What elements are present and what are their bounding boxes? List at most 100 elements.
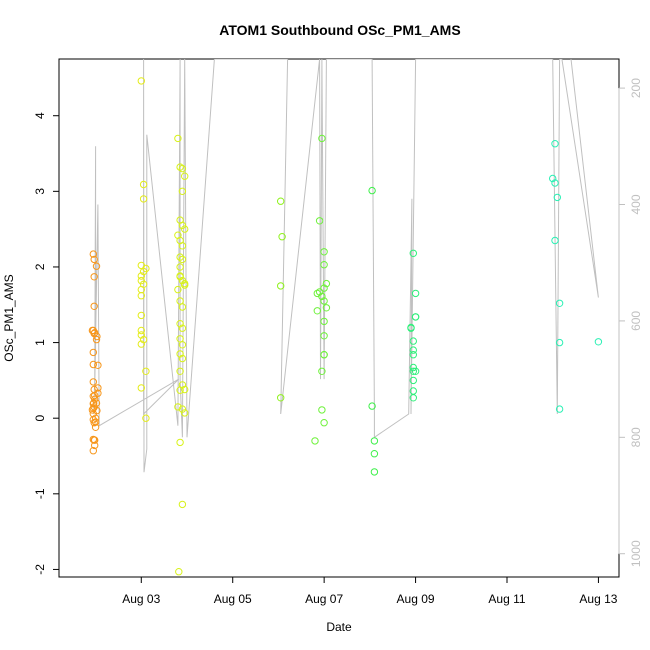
data-point xyxy=(409,346,417,354)
x-tick-label: Aug 11 xyxy=(488,592,525,606)
right-tick-label: 400 xyxy=(629,194,643,214)
right-tick-label: 1000 xyxy=(629,540,643,567)
data-point xyxy=(139,195,148,203)
data-point xyxy=(92,399,101,407)
x-tick-label: Aug 07 xyxy=(305,592,343,606)
data-point xyxy=(407,323,415,332)
data-point xyxy=(137,272,146,280)
data-point xyxy=(409,249,417,258)
data-point xyxy=(89,404,98,413)
data-point xyxy=(176,350,184,358)
x-tick-label: Aug 09 xyxy=(397,592,435,606)
data-point xyxy=(137,340,146,348)
right-axis-line-series xyxy=(93,59,599,473)
data-point xyxy=(313,289,321,298)
y-tick-label: 0 xyxy=(33,415,47,422)
y-tick-label: 1 xyxy=(33,339,47,346)
data-point xyxy=(142,367,150,375)
data-point xyxy=(178,164,187,173)
data-point xyxy=(94,384,102,392)
data-point xyxy=(91,423,100,431)
data-point xyxy=(90,255,98,264)
x-tick-label: Aug 05 xyxy=(214,592,252,606)
data-point xyxy=(137,311,146,320)
chart-title: ATOM1 Southbound OSc_PM1_AMS xyxy=(219,22,460,38)
x-tick-label: Aug 03 xyxy=(122,592,160,606)
data-point xyxy=(555,338,564,347)
right-tick-label: 800 xyxy=(629,427,643,447)
data-point xyxy=(90,399,98,407)
data-point xyxy=(91,418,100,426)
data-point xyxy=(313,307,321,315)
data-point xyxy=(277,282,285,290)
data-point xyxy=(178,242,187,250)
data-point xyxy=(409,337,417,345)
data-point xyxy=(368,186,376,195)
data-point xyxy=(174,285,182,294)
data-point xyxy=(137,326,146,335)
data-point xyxy=(277,197,285,205)
data-point xyxy=(89,447,98,455)
data-point xyxy=(370,437,379,445)
data-point xyxy=(178,187,187,196)
y-tick-label: 4 xyxy=(33,112,47,119)
data-point xyxy=(92,335,101,344)
data-point xyxy=(320,261,328,269)
data-point xyxy=(94,389,102,397)
data-point xyxy=(142,414,150,422)
data-point xyxy=(277,394,285,402)
data-point xyxy=(318,134,326,143)
data-point xyxy=(409,376,417,385)
data-point xyxy=(178,324,187,332)
data-point xyxy=(89,348,98,357)
data-point xyxy=(176,438,184,447)
data-point xyxy=(322,279,331,288)
x-axis: Aug 03 Aug 05 Aug 07 Aug 09 Aug 11 Aug 13 xyxy=(122,576,618,606)
data-point xyxy=(91,414,100,422)
data-point xyxy=(549,174,557,183)
data-point xyxy=(137,331,146,339)
data-point xyxy=(91,441,99,450)
y-axis-label: OSc_PM1_AMS xyxy=(2,274,16,361)
data-point xyxy=(370,450,379,458)
data-point xyxy=(278,233,286,241)
y-tick-label: 2 xyxy=(33,263,47,270)
data-point xyxy=(311,437,319,445)
data-point xyxy=(89,250,98,258)
data-point xyxy=(90,273,98,281)
data-point xyxy=(315,217,324,225)
right-tick-label: 600 xyxy=(629,311,643,331)
data-point xyxy=(320,419,328,427)
data-point xyxy=(181,172,189,180)
data-point xyxy=(176,272,184,280)
data-point xyxy=(176,320,184,328)
data-point xyxy=(409,394,417,402)
data-point xyxy=(318,406,326,414)
data-point xyxy=(137,292,146,300)
data-point xyxy=(174,134,182,143)
data-point xyxy=(411,313,420,321)
data-point xyxy=(551,236,559,245)
data-point xyxy=(92,262,101,270)
data-point xyxy=(91,436,99,444)
data-point xyxy=(318,367,326,375)
data-point xyxy=(555,405,564,413)
data-point xyxy=(178,221,187,230)
data-point xyxy=(88,406,97,414)
right-axis: 200 400 600 800 1000 xyxy=(618,78,643,567)
data-point xyxy=(178,255,187,264)
y-tick-label: -2 xyxy=(33,564,47,575)
data-point xyxy=(411,367,420,375)
data-point xyxy=(320,248,328,256)
data-point xyxy=(181,279,189,288)
data-point xyxy=(176,263,184,271)
y-axis: -2 -1 0 1 2 3 4 xyxy=(33,112,60,575)
data-point xyxy=(178,341,187,349)
scatter-points xyxy=(88,77,603,576)
data-point xyxy=(142,264,150,273)
data-point xyxy=(320,332,328,340)
data-point xyxy=(178,354,187,363)
data-point xyxy=(181,409,189,417)
data-point xyxy=(90,302,98,310)
